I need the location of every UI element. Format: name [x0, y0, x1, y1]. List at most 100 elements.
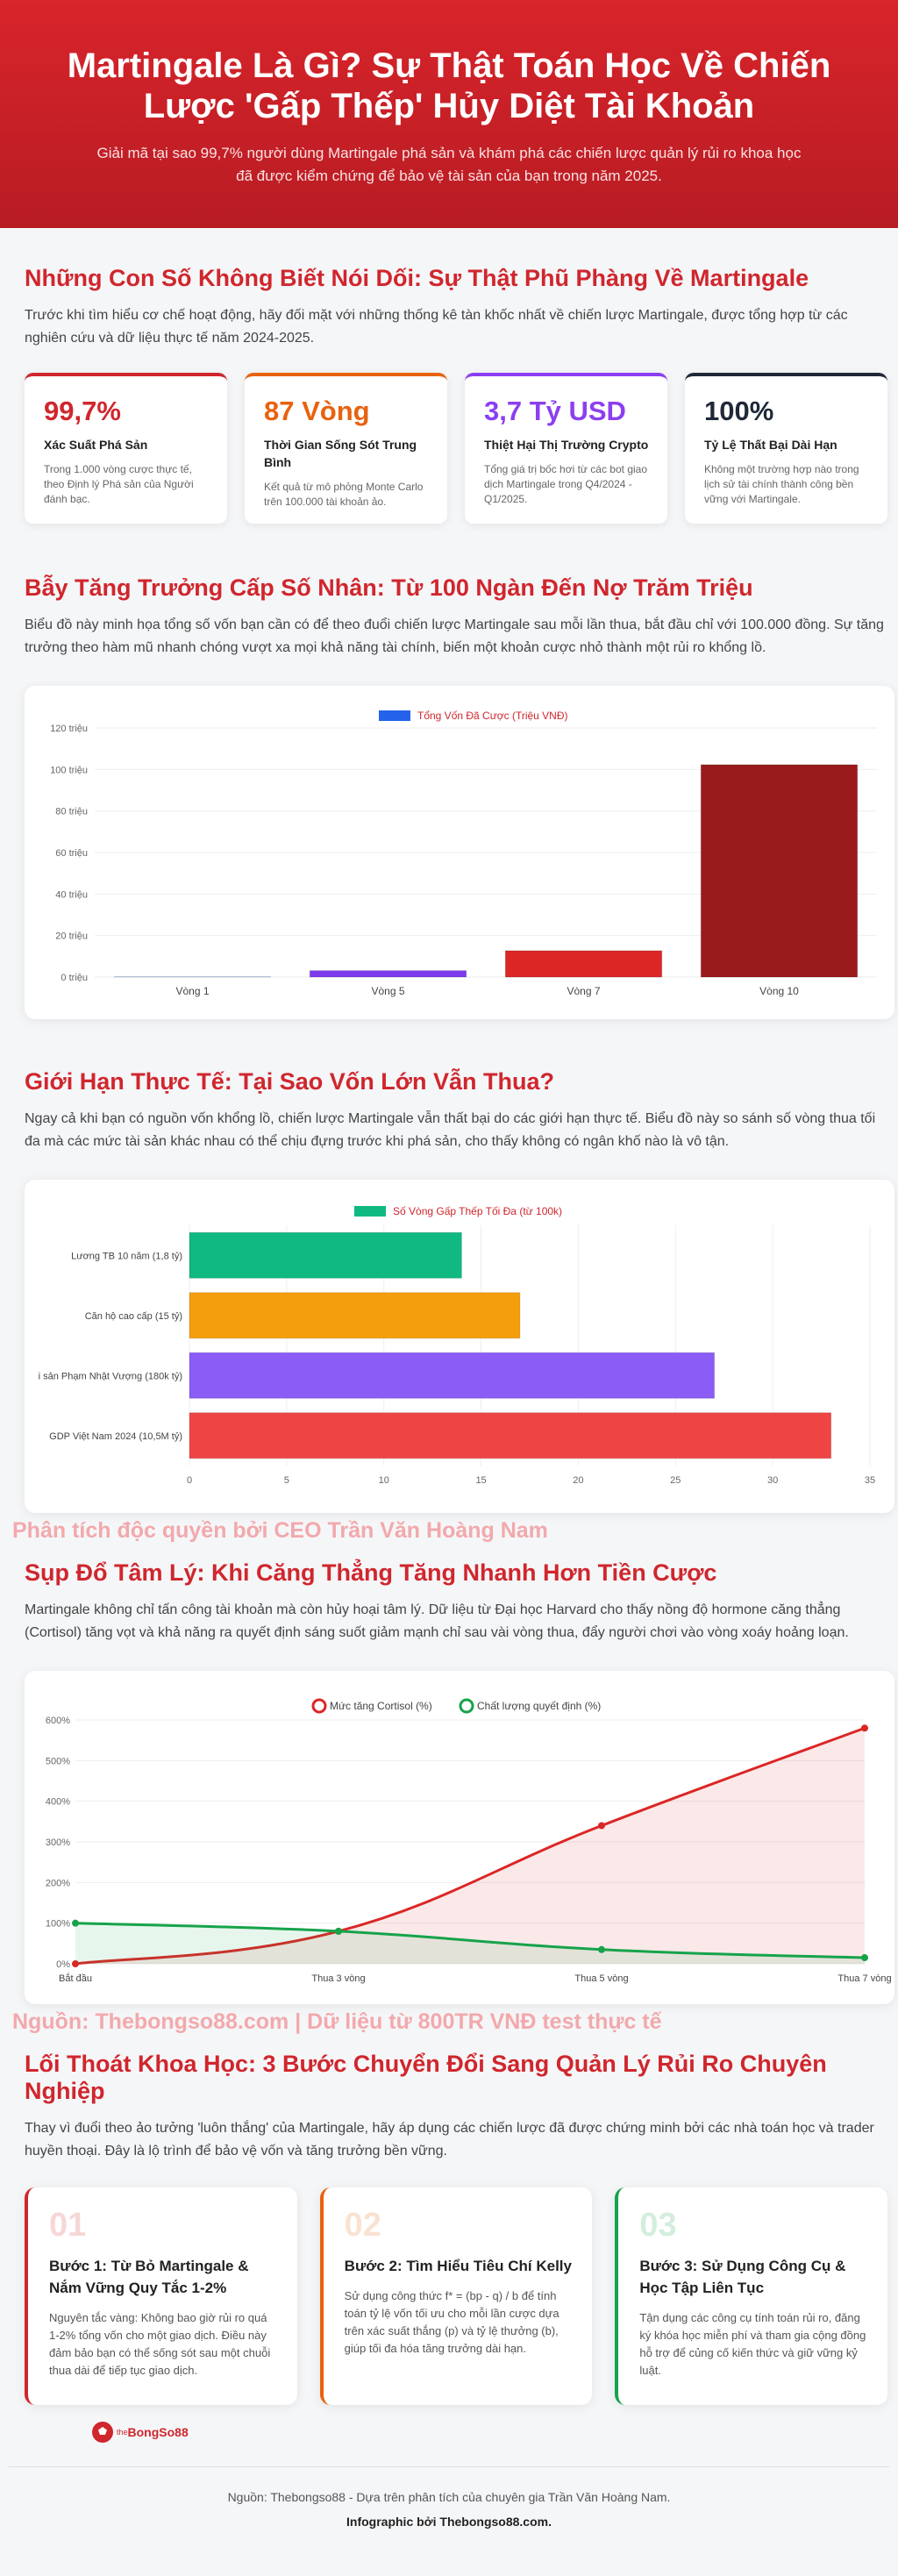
x-tick-label: Bắt đầu: [59, 1973, 92, 1984]
limits-chart-card: Số Vòng Gấp Thếp Tối Đa (từ 100k) 0 5 10 15 2…: [25, 1180, 894, 1513]
bar: [505, 951, 661, 977]
step-number: 03: [639, 2207, 868, 2244]
y-tick-label: GDP Việt Nam 2024 (10,5M tỷ): [49, 1431, 182, 1442]
legend-marker: [460, 1700, 473, 1712]
stat-card-failure-rate: 100% Tỷ Lệ Thất Bại Dài Hạn Không một tr…: [685, 373, 887, 524]
y-tick-label: 80 triệu: [55, 807, 88, 817]
y-tick-label: 300%: [46, 1837, 70, 1848]
stat-value: 3,7 Tỷ USD: [484, 396, 650, 427]
stat-label: Xác Suất Phá Sản: [44, 436, 210, 453]
step-number: 02: [345, 2207, 574, 2244]
psychology-heading: Sụp Đổ Tâm Lý: Khi Căng Thẳng Tăng Nhanh…: [25, 1559, 887, 1587]
x-tick-label: Thua 7 vòng: [837, 1973, 891, 1984]
y-tick-label: 400%: [46, 1797, 70, 1808]
y-tick-label: 100%: [46, 1919, 70, 1930]
stat-cards: 99,7% Xác Suất Phá Sản Trong 1.000 vòng …: [25, 373, 887, 524]
x-tick-label: 25: [670, 1475, 681, 1486]
bar: [189, 1232, 461, 1278]
footer-credit: Infographic bởi Thebongso88.com.: [9, 2515, 889, 2529]
stat-value: 99,7%: [44, 396, 210, 427]
footer-source: Nguồn: Thebongso88 - Dựa trên phân tích …: [9, 2490, 889, 2504]
site-logo[interactable]: the BongSo88: [91, 2421, 189, 2444]
x-tick-label: 15: [475, 1475, 486, 1486]
y-tick-label: 100 triệu: [50, 765, 88, 775]
psychology-section: Sụp Đổ Tâm Lý: Khi Căng Thẳng Tăng Nhanh…: [9, 1544, 889, 2004]
stats-section: Những Con Số Không Biết Nói Dối: Sự Thật…: [9, 228, 889, 524]
y-tick-label: 60 triệu: [55, 848, 88, 859]
data-point: [335, 1928, 342, 1935]
x-tick-label: Thua 3 vòng: [311, 1973, 365, 1984]
psychology-lead: Martingale không chỉ tấn công tài khoản …: [25, 1599, 884, 1645]
steps-heading: Lối Thoát Khoa Học: 3 Bước Chuyển Đổi Sa…: [25, 2051, 887, 2105]
page-subtitle: Giải mã tại sao 99,7% người dùng Marting…: [89, 142, 809, 188]
data-point: [598, 1946, 605, 1953]
limits-heading: Giới Hạn Thực Tế: Tại Sao Vốn Lớn Vẫn Th…: [25, 1068, 887, 1095]
step-title: Bước 3: Sử Dụng Công Cụ & Học Tập Liên T…: [639, 2255, 868, 2299]
step-title: Bước 1: Từ Bỏ Martingale & Nắm Vững Quy …: [49, 2255, 278, 2299]
y-tick-label: 20 triệu: [55, 931, 88, 942]
logo-name: BongSo88: [128, 2425, 189, 2439]
y-tick-label: i sản Phạm Nhật Vượng (180k tỷ): [39, 1371, 182, 1381]
step-cards: 01 Bước 1: Từ Bỏ Martingale & Nắm Vững Q…: [25, 2187, 887, 2405]
hero-banner: Martingale Là Gì? Sự Thật Toán Học Về Ch…: [0, 0, 898, 228]
legend-label: Tổng Vốn Đã Cược (Triệu VNĐ): [417, 710, 568, 722]
y-tick-label: 200%: [46, 1878, 70, 1888]
y-tick-label: Lương TB 10 năm (1,8 tỷ): [71, 1251, 182, 1261]
growth-lead: Biểu đồ này minh họa tổng số vốn bạn cần…: [25, 614, 884, 660]
stats-lead: Trước khi tìm hiểu cơ chế hoạt động, hãy…: [25, 304, 884, 350]
step-desc: Tận dụng các công cụ tính toán rủi ro, đ…: [639, 2309, 868, 2380]
page-title: Martingale Là Gì? Sự Thật Toán Học Về Ch…: [19, 46, 879, 126]
x-tick-label: Thua 5 vòng: [574, 1973, 628, 1984]
x-tick-label: 20: [573, 1475, 583, 1486]
legend-swatch: [354, 1206, 386, 1217]
y-tick-label: 600%: [46, 1716, 70, 1726]
y-tick-label: 0%: [56, 1959, 70, 1970]
y-tick-label: 40 triệu: [55, 889, 88, 900]
x-tick-label: 0: [187, 1475, 192, 1486]
growth-bar-chart: Tổng Vốn Đã Cược (Triệu VNĐ) 0 triệu 20 tr…: [25, 686, 894, 1019]
bar: [189, 1413, 831, 1459]
step-title: Bước 2: Tìm Hiểu Tiêu Chí Kelly: [345, 2255, 574, 2277]
x-tick-label: 10: [379, 1475, 389, 1486]
growth-section: Bẫy Tăng Trưởng Cấp Số Nhân: Từ 100 Ngàn…: [9, 524, 889, 1019]
bar: [189, 1293, 520, 1338]
limits-hbar-chart: Số Vòng Gấp Thếp Tối Đa (từ 100k) 0 5 10 15 2…: [25, 1180, 894, 1513]
logo-prefix: the: [117, 2428, 128, 2437]
stat-desc: Kết quả từ mô phỏng Monte Carlo trên 100…: [264, 480, 430, 510]
steps-lead: Thay vì đuổi theo ảo tưởng 'luôn thắng' …: [25, 2117, 884, 2163]
stat-desc: Tổng giá trị bốc hơi từ các bot giao dịc…: [484, 462, 650, 507]
stat-desc: Trong 1.000 vòng cược thực tế, theo Định…: [44, 462, 210, 507]
legend-label: Số Vòng Gấp Thếp Tối Đa (từ 100k): [393, 1205, 562, 1217]
step-desc: Sử dụng công thức f* = (bp - q) / b để t…: [345, 2287, 574, 2358]
x-tick-label: 5: [284, 1475, 289, 1486]
data-point: [861, 1724, 868, 1731]
stat-card-bankruptcy: 99,7% Xác Suất Phá Sản Trong 1.000 vòng …: [25, 373, 227, 524]
y-tick-label: 0 triệu: [61, 973, 88, 983]
growth-heading: Bẫy Tăng Trưởng Cấp Số Nhân: Từ 100 Ngàn…: [25, 574, 887, 602]
data-point: [72, 1920, 79, 1927]
y-tick-label: Căn hộ cao cấp (15 tỷ): [85, 1311, 182, 1322]
x-tick-label: Vòng 1: [175, 985, 209, 997]
legend-label: Chất lượng quyết định (%): [477, 1700, 601, 1712]
limits-section: Giới Hạn Thực Tế: Tại Sao Vốn Lớn Vẫn Th…: [9, 1019, 889, 1513]
data-point: [861, 1954, 868, 1961]
step-card-3: 03 Bước 3: Sử Dụng Công Cụ & Học Tập Liê…: [615, 2187, 887, 2405]
psychology-chart-card: Mức tăng Cortisol (%)Chất lượng quyết đị…: [25, 1671, 894, 2004]
steps-section: Lối Thoát Khoa Học: 3 Bước Chuyển Đổi Sa…: [9, 2035, 889, 2405]
data-point: [598, 1822, 605, 1829]
legend-swatch: [379, 710, 410, 721]
stats-heading: Những Con Số Không Biết Nói Dối: Sự Thật…: [25, 265, 887, 292]
stat-value: 100%: [704, 396, 870, 427]
y-tick-label: 120 triệu: [50, 724, 88, 734]
y-tick-label: 500%: [46, 1756, 70, 1766]
limits-lead: Ngay cả khi bạn có nguồn vốn khổng lồ, c…: [25, 1108, 884, 1153]
stat-label: Thời Gian Sống Sót Trung Bình: [264, 436, 430, 471]
stat-value: 87 Vòng: [264, 396, 430, 427]
step-number: 01: [49, 2207, 278, 2244]
legend-marker: [313, 1700, 325, 1712]
watermark-source: Nguồn: Thebongso88.com | Dữ liệu từ 800T…: [9, 2009, 887, 2035]
x-tick-label: Vòng 10: [759, 985, 799, 997]
growth-chart-card: Tổng Vốn Đã Cược (Triệu VNĐ) 0 triệu 20 tr…: [25, 686, 894, 1019]
psychology-line-chart: Mức tăng Cortisol (%)Chất lượng quyết đị…: [25, 1671, 894, 2004]
x-tick-label: Vòng 7: [567, 985, 600, 997]
